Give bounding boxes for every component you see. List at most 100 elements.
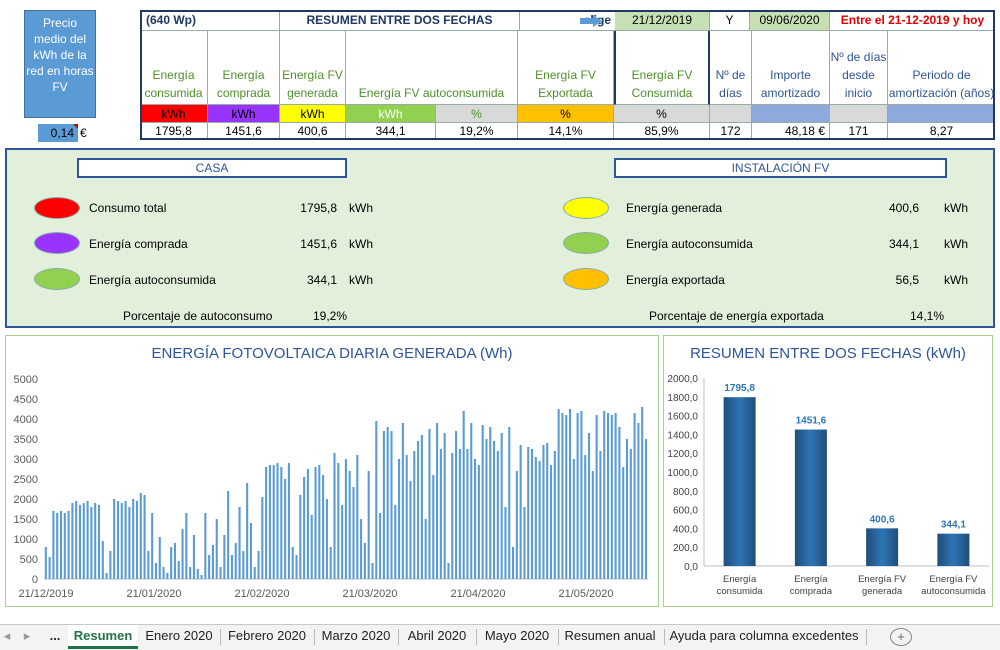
bar (185, 513, 188, 579)
bar (44, 547, 47, 579)
tab-ellipsis[interactable]: ... (49, 628, 61, 643)
tab-mayo-2020[interactable]: Mayo 2020 (484, 628, 550, 643)
unit-cell: % (518, 105, 614, 123)
bar (485, 439, 488, 579)
bar (386, 427, 389, 579)
y-tick-label: 500 (20, 554, 38, 566)
bar (352, 487, 355, 579)
bar (268, 465, 271, 579)
bar (409, 481, 412, 579)
value-selfconsumed-pct[interactable]: 19,2% (436, 123, 518, 140)
bar (557, 409, 560, 579)
value-fv-consumed-pct[interactable]: 85,9% (614, 123, 710, 140)
header-selfconsumed: Energía FV autoconsumida (346, 31, 518, 105)
y-tick-label: 4000 (14, 414, 38, 426)
bar (580, 411, 583, 579)
tab-prev-arrow-icon[interactable]: ◂ (3, 628, 11, 643)
tab-next-arrow-icon[interactable]: ▸ (23, 628, 31, 643)
bar (553, 451, 556, 579)
tab-marzo-2020[interactable]: Marzo 2020 (321, 628, 391, 643)
value-amortized[interactable]: 48,18 € (752, 123, 830, 140)
bar (493, 441, 496, 579)
value-bought[interactable]: 1451,6 (208, 123, 280, 140)
chart-title: ENERGÍA FOTOVOLTAICA DIARIA GENERADA (Wh… (151, 345, 513, 362)
bar (530, 449, 534, 579)
unit-cell (710, 105, 752, 123)
y-tick-label: 1200,0 (667, 449, 698, 460)
x-tick-label: 21/01/2020 (126, 588, 181, 600)
value-generated[interactable]: 400,6 (280, 123, 346, 140)
fv-label: Energía generada (626, 201, 723, 215)
bar (280, 467, 283, 579)
add-sheet-icon[interactable]: + (890, 628, 912, 646)
power-cell[interactable]: (640 Wp) (140, 10, 280, 31)
tab-abril-2020[interactable]: Abril 2020 (407, 628, 467, 643)
tab-resumen-anual[interactable]: Resumen anual (564, 628, 656, 643)
bar (519, 445, 522, 579)
daily-generation-chart[interactable]: ENERGÍA FOTOVOLTAICA DIARIA GENERADA (Wh… (5, 335, 659, 607)
casa-title: CASA (77, 158, 347, 178)
tab-resumen[interactable]: Resumen (68, 625, 138, 649)
bar (527, 447, 530, 579)
y-tick-label: 1400,0 (667, 430, 698, 441)
bar (367, 471, 370, 579)
bar (284, 479, 287, 579)
y-tick-label: 2500 (14, 474, 38, 486)
bar (113, 499, 116, 579)
bar (189, 567, 192, 579)
value-days[interactable]: 172 (710, 123, 752, 140)
unit-cell: % (614, 105, 710, 123)
export-pct-value: 14,1% (910, 309, 945, 323)
y-tick-label: 2000 (14, 494, 38, 506)
price-value-cell[interactable]: 0,14 (38, 124, 78, 142)
value-days-since[interactable]: 171 (830, 123, 888, 140)
header-bought: Energía comprada (208, 31, 280, 105)
casa-label: Energía autoconsumida (89, 273, 216, 287)
bar (86, 501, 89, 579)
bar (124, 501, 127, 579)
value-consumed[interactable]: 1795,8 (140, 123, 208, 140)
summary-chart[interactable]: RESUMEN ENTRE DOS FECHAS (kWh) 0,0 200,0 4… (663, 335, 993, 607)
bar (363, 543, 366, 579)
date-from-cell[interactable]: 21/12/2019 (615, 10, 710, 31)
tab-enero-2020[interactable]: Enero 2020 (145, 628, 213, 643)
value-amortization-period[interactable]: 8,27 (888, 123, 995, 140)
bar (94, 503, 97, 579)
bar (394, 505, 397, 579)
bar (356, 455, 359, 579)
header-days-since: Nº de días desde inicio (830, 31, 888, 105)
y-tick-label: 1800,0 (667, 393, 698, 404)
y-tick-label: 1000 (14, 534, 38, 546)
value-selfconsumed[interactable]: 344,1 (346, 123, 436, 140)
bar (477, 465, 480, 579)
y-tick-label: 3500 (14, 434, 38, 446)
tab-ayuda-excedentes[interactable]: Ayuda para columna excedentes (669, 628, 859, 643)
bar (610, 415, 613, 579)
header-days: Nº de días (710, 31, 752, 105)
bar (341, 505, 344, 579)
value-exported-pct[interactable]: 14,1% (518, 123, 614, 140)
and-label: Y (710, 10, 750, 31)
bar (489, 427, 492, 579)
export-pct-label: Porcentaje de energía exportada (649, 309, 824, 323)
bar (538, 461, 541, 579)
bar (794, 429, 827, 566)
bar (723, 397, 756, 566)
casa-unit: kWh (349, 201, 373, 215)
tab-febrero-2020[interactable]: Febrero 2020 (227, 628, 307, 643)
price-label-box[interactable]: Precio medio del kWh de la red en horas … (24, 10, 96, 118)
selfconsumption-pct-value: 19,2% (313, 309, 348, 323)
category-label: Energía (794, 574, 828, 585)
data-label: 1795,8 (724, 383, 755, 394)
bar (291, 547, 294, 579)
bar (177, 561, 180, 579)
fv-unit: kWh (944, 273, 968, 287)
bar (128, 507, 131, 579)
yellow-oval-icon (563, 197, 609, 219)
y-tick-label: 0 (32, 574, 38, 586)
bar (603, 411, 606, 579)
date-to-cell[interactable]: 09/06/2020 (750, 10, 830, 31)
bar (549, 465, 553, 579)
bar (508, 427, 511, 579)
category-label: consumida (717, 586, 764, 597)
